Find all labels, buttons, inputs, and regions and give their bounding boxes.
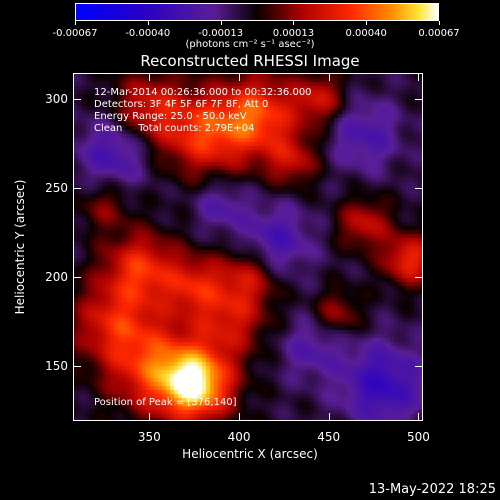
x-tick-mark (239, 73, 241, 81)
x-tick-label: 350 (137, 430, 161, 444)
annotation-clean-counts: Clean Total counts: 2.79E+04 (94, 123, 255, 134)
x-axis-label: Heliocentric X (arcsec) (182, 447, 318, 461)
colorbar-tick-label: 0.00013 (272, 28, 315, 39)
x-tick-mark (328, 73, 330, 81)
colorbar-tick-mark (147, 21, 149, 25)
x-tick-mark (149, 73, 151, 81)
x-tick-label: 450 (317, 430, 341, 444)
colorbar (75, 3, 439, 21)
annotation-time-range: 12-Mar-2014 00:26:36.000 to 00:32:36.000 (94, 87, 312, 98)
colorbar-tick-label: 0.00040 (345, 28, 387, 39)
y-tick-mark (73, 98, 81, 100)
y-tick-mark (73, 277, 81, 279)
annotation-energy-range: Energy Range: 25.0 - 50.0 keV (94, 111, 247, 122)
colorbar-tick-label: 0.00067 (418, 28, 460, 39)
y-tick-mark (415, 277, 423, 279)
plot-frame (73, 73, 423, 421)
chart-title: Reconstructed RHESSI Image (140, 52, 360, 70)
colorbar-tick-label: -0.00013 (198, 28, 244, 39)
y-tick-label: 150 (45, 359, 68, 374)
y-tick-mark (415, 188, 423, 190)
colorbar-tick-mark (293, 21, 295, 25)
y-tick-mark (415, 98, 423, 100)
x-tick-mark (149, 413, 151, 421)
x-tick-label: 400 (227, 430, 251, 444)
x-tick-mark (418, 73, 420, 81)
colorbar-tick-mark (220, 21, 222, 25)
x-tick-label: 500 (406, 430, 430, 444)
y-axis-label: Heliocentric Y (arcsec) (13, 179, 27, 315)
colorbar-tick-mark (366, 21, 368, 25)
colorbar-tick-label: -0.00067 (52, 28, 98, 39)
y-tick-label: 300 (45, 91, 68, 106)
y-tick-label: 200 (45, 270, 68, 285)
y-tick-mark (73, 188, 81, 190)
annotation-detectors: Detectors: 3F 4F 5F 6F 7F 8F, Att 0 (94, 99, 269, 110)
x-tick-mark (328, 413, 330, 421)
footer-timestamp: 13-May-2022 18:25 (368, 482, 496, 497)
y-tick-label: 250 (45, 181, 68, 196)
colorbar-tick-label: -0.00040 (125, 28, 171, 39)
heatmap-image (74, 74, 422, 420)
y-tick-mark (415, 366, 423, 368)
x-tick-mark (239, 413, 241, 421)
colorbar-units-label: (photons cm⁻² s⁻¹ asec⁻²) (185, 39, 315, 50)
annotation-peak-position: Position of Peak = [376,140] (94, 397, 237, 408)
colorbar-tick-mark (75, 21, 76, 25)
y-tick-mark (73, 366, 81, 368)
colorbar-tick-mark (439, 21, 440, 25)
x-tick-mark (418, 413, 420, 421)
